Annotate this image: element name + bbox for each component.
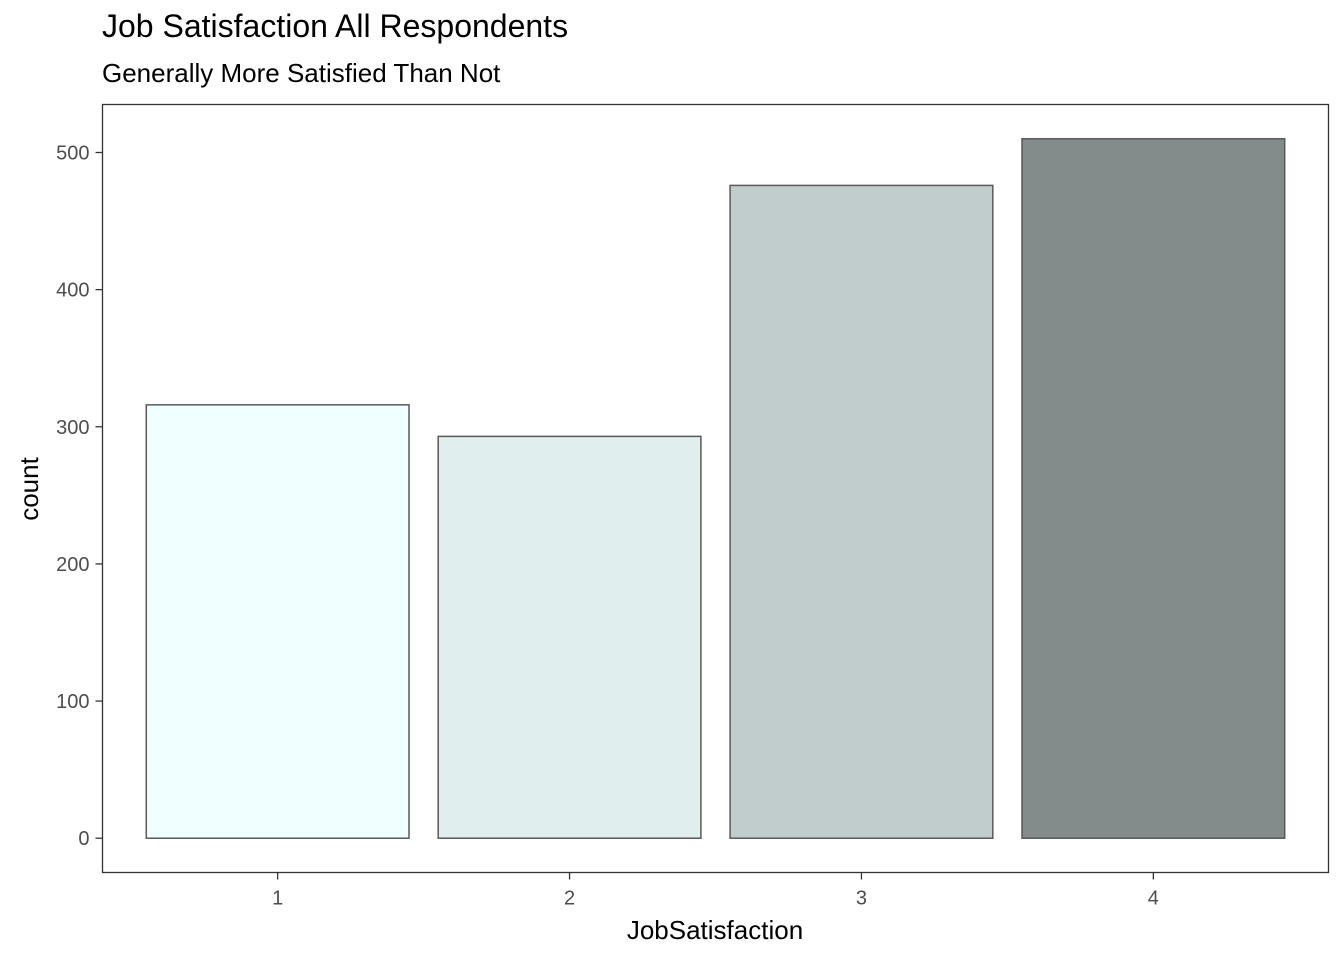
x-tick-label: 3 (856, 888, 867, 910)
chart-subtitle: Generally More Satisfied Than Not (102, 58, 501, 88)
x-axis: 1 2 3 4 (272, 872, 1159, 910)
y-tick-label: 500 (56, 143, 89, 165)
bars-group (145, 138, 1286, 839)
y-axis: 0 100 200 300 400 500 (56, 143, 103, 850)
x-tick-label: 2 (564, 888, 575, 910)
bar-4 (1021, 138, 1286, 839)
y-tick-label: 400 (56, 280, 89, 302)
x-axis-title: JobSatisfaction (627, 915, 803, 945)
y-tick-label: 300 (56, 417, 89, 439)
y-tick-label: 100 (56, 691, 89, 713)
y-axis-title: count (14, 456, 44, 520)
y-tick-label: 0 (78, 828, 89, 850)
chart-title: Job Satisfaction All Respondents (102, 8, 569, 44)
x-tick-label: 1 (272, 888, 283, 910)
bar-3 (729, 184, 994, 839)
bar-2 (437, 435, 702, 839)
bar-1 (145, 404, 410, 839)
x-tick-label: 4 (1148, 888, 1159, 910)
y-tick-label: 200 (56, 554, 89, 576)
